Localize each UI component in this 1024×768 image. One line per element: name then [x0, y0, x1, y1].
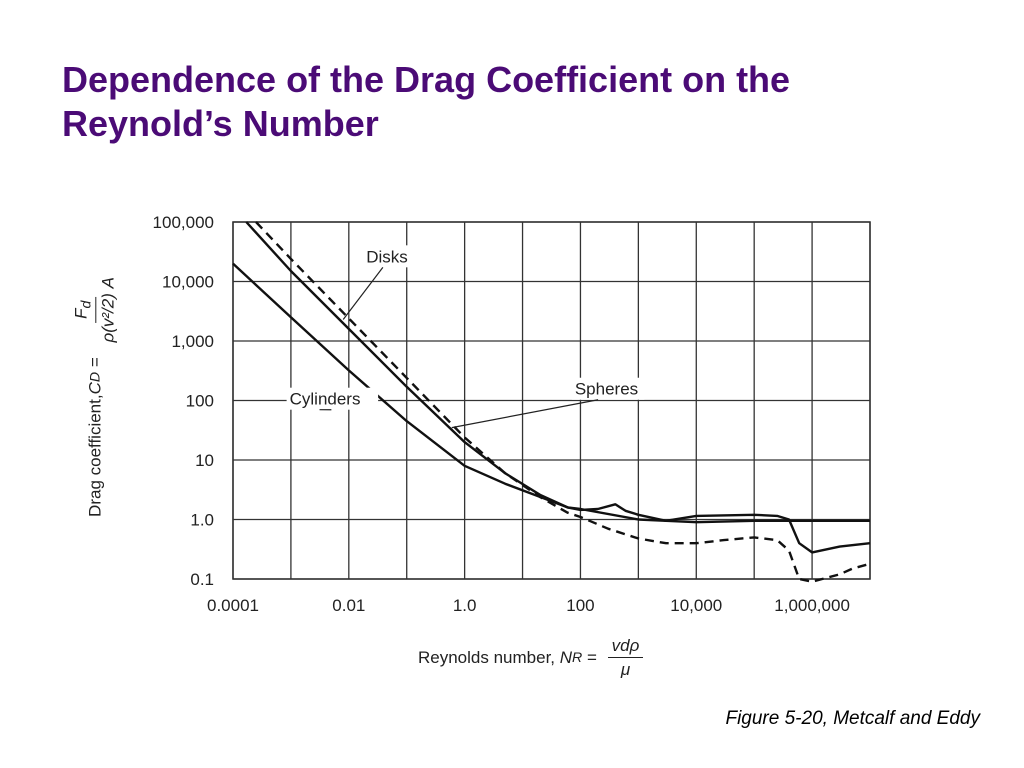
annotation-spheres: Spheres — [575, 380, 638, 399]
y-tick-label: 10,000 — [162, 273, 214, 292]
annotation-leader — [342, 266, 384, 320]
x-axis-label-prefix: Reynolds number, — [418, 648, 560, 667]
y-tick-label: 1.0 — [190, 511, 214, 530]
figure-caption: Figure 5-20, Metcalf and Eddy — [725, 708, 980, 729]
y-axis-label-prefix: Drag coefficient, — [84, 394, 104, 517]
y-axis-label-numerator: F — [71, 308, 91, 319]
annotation-cylinders: Cylinders — [290, 390, 361, 409]
x-axis-label-symbol: N — [559, 648, 573, 667]
y-tick-label: 100 — [186, 392, 214, 411]
y-axis-label-symbol: C — [84, 382, 104, 395]
series-line-cylinders — [232, 262, 871, 554]
y-axis-label-fraction: Fd ρ(v²/2) A — [71, 273, 118, 346]
y-axis-label-denominator: ρ(v²/2) A — [98, 277, 118, 343]
slide-title-line-2: Reynold’s Number — [62, 103, 379, 144]
x-tick-label: 10,000 — [670, 596, 722, 615]
slide-title: Dependence of the Drag Coefficient on th… — [62, 58, 962, 146]
x-axis-label-denominator: μ — [620, 660, 631, 679]
x-tick-label: 0.0001 — [207, 596, 259, 615]
y-tick-label: 0.1 — [190, 570, 214, 589]
x-axis-label-numerator: vdρ — [607, 636, 644, 658]
y-tick-label: 1,000 — [171, 332, 214, 351]
y-axis-label-subscript: D — [86, 371, 103, 383]
x-tick-label: 1.0 — [453, 596, 477, 615]
annotation-backdrop — [571, 377, 645, 400]
series-line-disks — [245, 221, 870, 524]
annotation-backdrop — [363, 245, 417, 268]
x-tick-label: 0.01 — [332, 596, 365, 615]
slide-title-line-1: Dependence of the Drag Coefficient on th… — [62, 59, 791, 100]
annotation-disks: Disks — [366, 247, 408, 266]
x-axis-label-fraction: vdρ μ — [607, 636, 644, 680]
x-tick-label: 1,000,000 — [774, 596, 850, 615]
y-axis-label-equals: = — [84, 352, 104, 372]
annotation-backdrop — [286, 387, 379, 410]
y-axis-label-numerator-sub: d — [78, 300, 95, 309]
series-line-spheres — [255, 221, 871, 583]
x-axis-label-equals: = — [582, 648, 602, 667]
x-tick-label: 100 — [566, 596, 594, 615]
annotation-leader — [451, 399, 599, 429]
y-tick-label: 10 — [195, 451, 214, 470]
x-axis-label-subscript: R — [572, 650, 583, 666]
y-tick-label: 100,000 — [153, 213, 214, 232]
